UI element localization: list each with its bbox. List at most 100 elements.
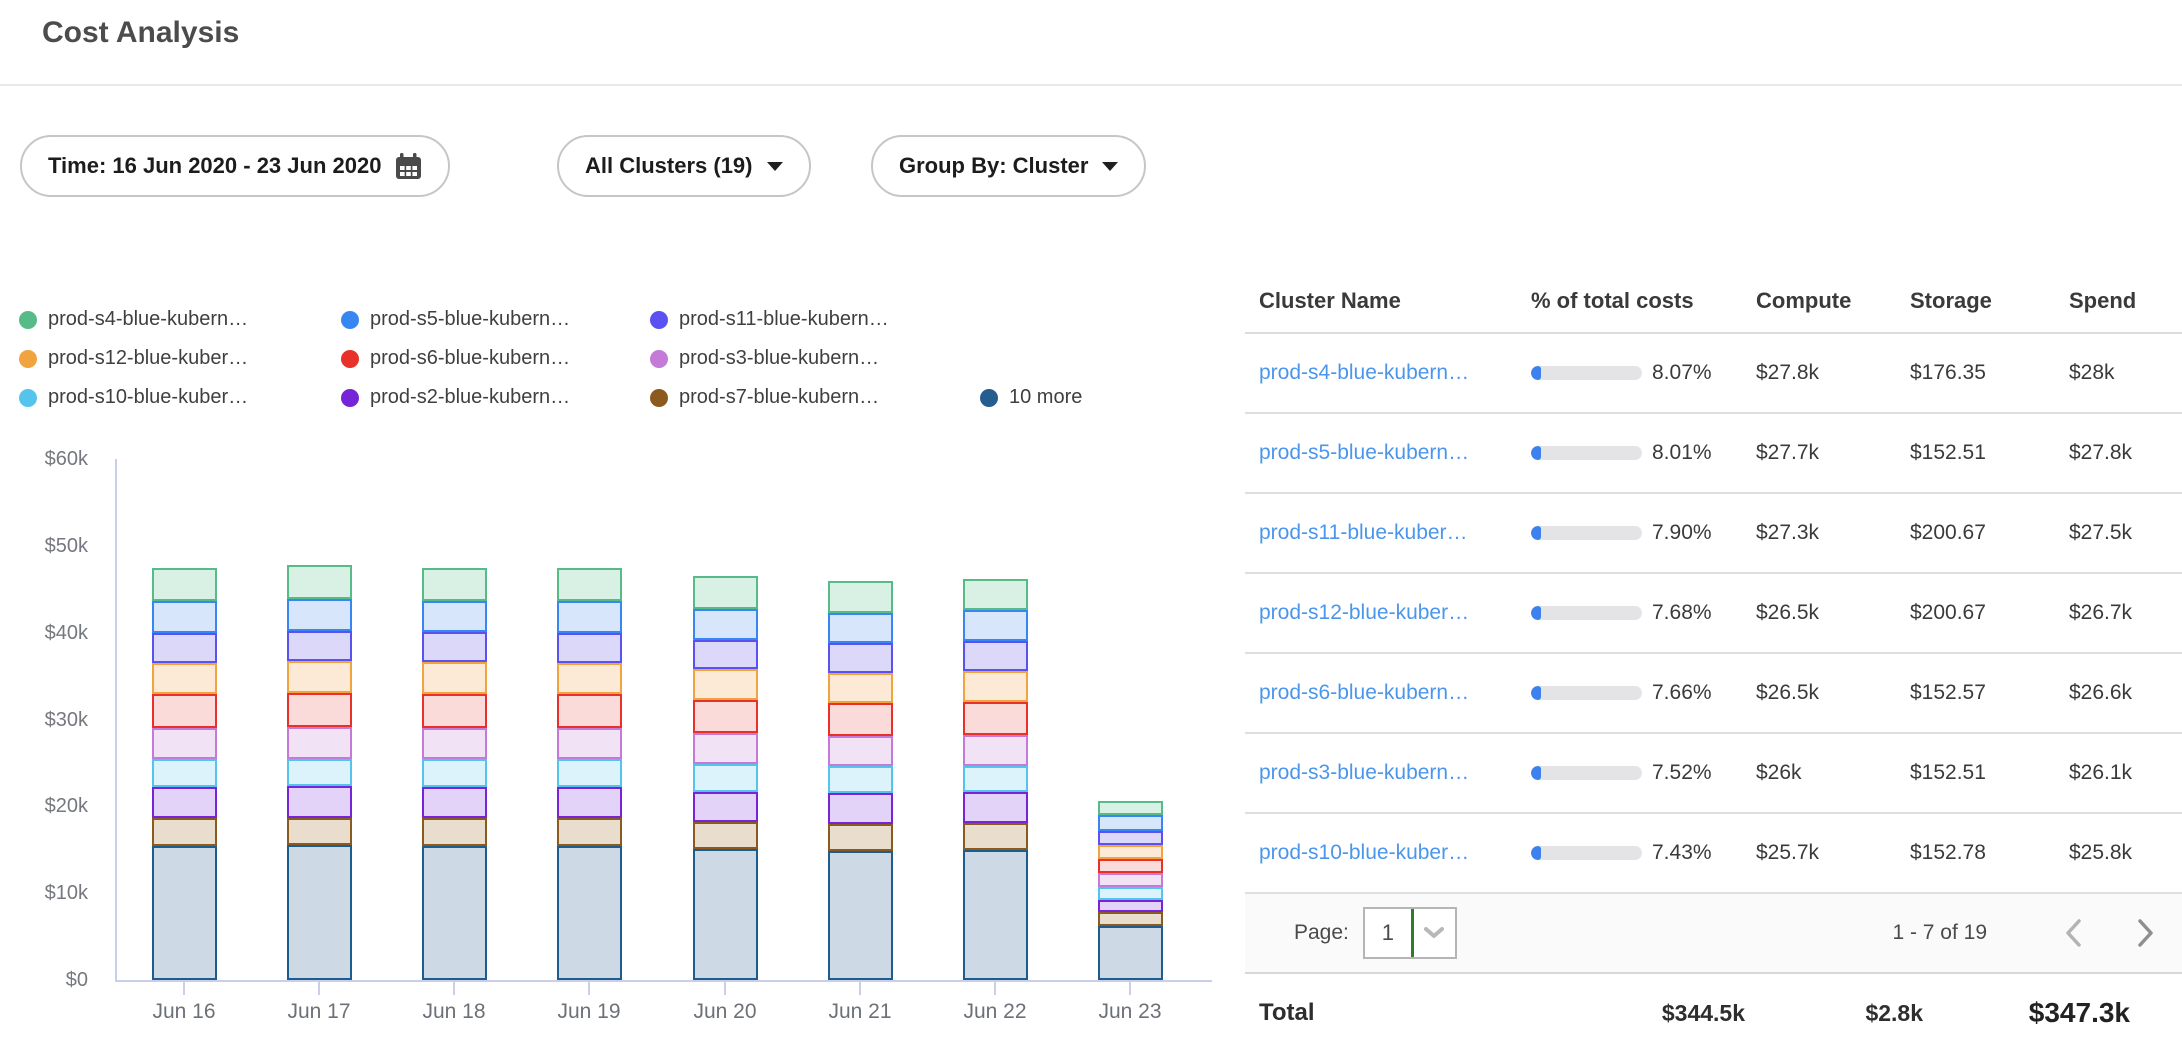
bar-segment[interactable] [1097, 859, 1163, 874]
bar-segment[interactable] [151, 846, 217, 980]
bar-segment[interactable] [286, 786, 352, 818]
bar-segment[interactable] [827, 850, 893, 980]
bar-segment[interactable] [962, 849, 1028, 980]
bar-segment[interactable] [421, 818, 487, 847]
bar-segment[interactable] [421, 787, 487, 819]
legend-item-prod-s5-blue-kubern[interactable]: prod-s5-blue-kubern… [341, 300, 650, 339]
bar-segment[interactable] [827, 823, 893, 851]
bar-segment[interactable] [692, 821, 758, 849]
cluster-name-link[interactable]: prod-s5-blue-kubern… [1259, 441, 1470, 464]
bar-segment[interactable] [962, 792, 1028, 823]
bar-segment[interactable] [692, 669, 758, 701]
legend-item-prod-s2-blue-kubern[interactable]: prod-s2-blue-kubern… [341, 378, 650, 417]
bar-segment[interactable] [286, 693, 352, 728]
page-number-select[interactable]: 1 [1362, 907, 1457, 959]
bar-segment[interactable] [1097, 801, 1163, 815]
cluster-name-link[interactable]: prod-s4-blue-kubern… [1259, 361, 1470, 384]
bar-segment[interactable] [421, 600, 487, 632]
bar-segment[interactable] [556, 759, 622, 788]
bar-segment[interactable] [692, 639, 758, 670]
bar-segment[interactable] [692, 700, 758, 734]
legend-item-prod-s7-blue-kubern[interactable]: prod-s7-blue-kubern… [650, 378, 980, 417]
bar-segment[interactable] [962, 765, 1028, 793]
bar-segment[interactable] [421, 662, 487, 695]
bar-segment[interactable] [962, 735, 1028, 766]
bar-segment[interactable] [962, 822, 1028, 850]
bar-segment[interactable] [151, 759, 217, 788]
cluster-name-link[interactable]: prod-s10-blue-kuber… [1259, 841, 1470, 864]
bar-segment[interactable] [421, 567, 487, 601]
pagination-next-button[interactable] [2137, 918, 2154, 948]
bar-segment[interactable] [1097, 845, 1163, 860]
bar-segment[interactable] [827, 735, 893, 767]
bar-segment[interactable] [151, 568, 217, 602]
bar-segment[interactable] [1097, 815, 1163, 831]
bar-segment[interactable] [962, 578, 1028, 611]
pagination-prev-button[interactable] [2065, 918, 2082, 948]
bar-segment[interactable] [151, 787, 217, 819]
legend-item-prod-s6-blue-kubern[interactable]: prod-s6-blue-kubern… [341, 339, 650, 378]
legend-item-prod-s3-blue-kubern[interactable]: prod-s3-blue-kubern… [650, 339, 980, 378]
cluster-name-link[interactable]: prod-s11-blue-kuber… [1259, 521, 1468, 544]
bar-segment[interactable] [827, 766, 893, 794]
legend-item-prod-s11-blue-kubern[interactable]: prod-s11-blue-kubern… [650, 300, 980, 339]
bar-segment[interactable] [286, 630, 352, 662]
bar-segment[interactable] [962, 670, 1028, 703]
bar-segment[interactable] [827, 672, 893, 703]
bar-segment[interactable] [962, 641, 1028, 671]
bar-segment[interactable] [556, 568, 622, 602]
time-range-filter-button[interactable]: Time: 16 Jun 2020 - 23 Jun 2020 [20, 135, 451, 197]
bar-segment[interactable] [1097, 873, 1163, 888]
bar-segment[interactable] [421, 694, 487, 729]
bar-segment[interactable] [962, 610, 1028, 642]
bar-segment[interactable] [556, 601, 622, 633]
bar-segment[interactable] [1097, 912, 1163, 927]
bar-segment[interactable] [556, 728, 622, 760]
bar-segment[interactable] [286, 598, 352, 631]
bar-segment[interactable] [556, 818, 622, 847]
legend-item-prod-s12-blue-kuber[interactable]: prod-s12-blue-kuber… [19, 339, 341, 378]
bar-segment[interactable] [421, 846, 487, 980]
bar-segment[interactable] [1097, 887, 1163, 901]
bar-segment[interactable] [556, 663, 622, 695]
bar-segment[interactable] [286, 661, 352, 694]
bar-segment[interactable] [151, 694, 217, 729]
bar-segment[interactable] [827, 643, 893, 673]
bar-segment[interactable] [151, 601, 217, 633]
bar-segment[interactable] [692, 609, 758, 640]
bar-segment[interactable] [1097, 830, 1163, 846]
bar-segment[interactable] [827, 581, 893, 613]
bar-segment[interactable] [151, 728, 217, 760]
legend-item-prod-s10-blue-kuber[interactable]: prod-s10-blue-kuber… [19, 378, 341, 417]
bar-segment[interactable] [556, 787, 622, 819]
bar-segment[interactable] [421, 728, 487, 760]
cluster-name-link[interactable]: prod-s6-blue-kubern… [1259, 681, 1470, 704]
bar-segment[interactable] [421, 759, 487, 788]
bar-segment[interactable] [286, 758, 352, 787]
cluster-name-link[interactable]: prod-s12-blue-kuber… [1259, 601, 1470, 624]
cluster-name-link[interactable]: prod-s3-blue-kubern… [1259, 761, 1470, 784]
bar-segment[interactable] [151, 663, 217, 695]
bar-segment[interactable] [1097, 900, 1163, 913]
bar-segment[interactable] [286, 564, 352, 599]
bar-segment[interactable] [692, 576, 758, 610]
bar-segment[interactable] [286, 817, 352, 846]
bar-segment[interactable] [421, 631, 487, 663]
bar-segment[interactable] [151, 818, 217, 847]
bar-segment[interactable] [692, 848, 758, 980]
bar-segment[interactable] [286, 845, 352, 980]
clusters-filter-dropdown[interactable]: All Clusters (19) [557, 135, 811, 197]
bar-segment[interactable] [962, 702, 1028, 736]
bar-segment[interactable] [692, 733, 758, 764]
bar-segment[interactable] [286, 727, 352, 759]
bar-segment[interactable] [556, 694, 622, 729]
group-by-dropdown[interactable]: Group By: Cluster [871, 135, 1147, 197]
bar-segment[interactable] [692, 791, 758, 822]
bar-segment[interactable] [151, 632, 217, 664]
bar-segment[interactable] [556, 632, 622, 664]
bar-segment[interactable] [827, 793, 893, 824]
bar-segment[interactable] [556, 846, 622, 980]
bar-segment[interactable] [692, 763, 758, 792]
bar-segment[interactable] [1097, 926, 1163, 980]
bar-segment[interactable] [827, 703, 893, 736]
